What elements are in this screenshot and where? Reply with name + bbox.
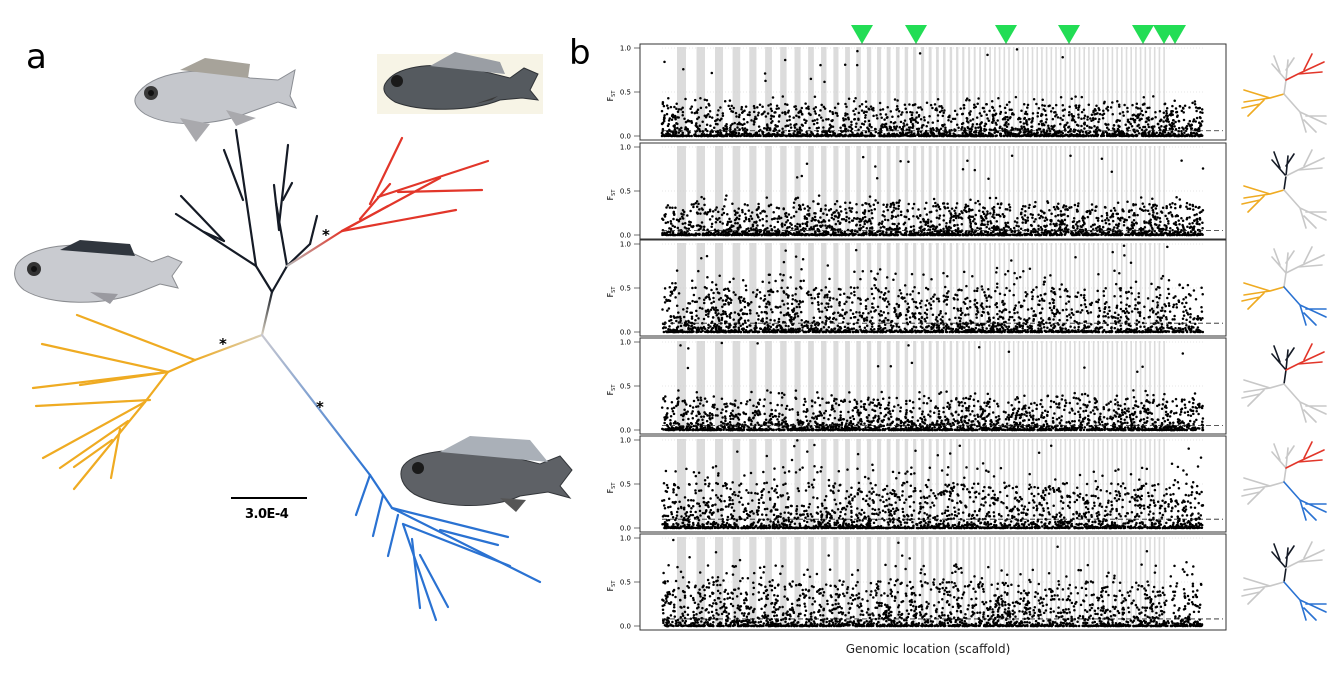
fst-points (660, 48, 1204, 138)
y-tick-label: 0.0 (620, 525, 631, 533)
fst-panels: 1.00.50.0FST1.00.50.0FST1.00.50.0FST1.00… (606, 43, 1227, 631)
tree-stem-red (285, 229, 344, 268)
clade-blue (354, 473, 542, 622)
fst-points (661, 244, 1205, 334)
panel-a-letter: a (26, 37, 47, 77)
y-tick-label: 0.5 (620, 481, 631, 489)
y-tick-label: 0.5 (620, 579, 631, 587)
mini-tree-6 (1241, 541, 1327, 621)
panel-b-letter: b (569, 33, 591, 73)
fish-image-dark-bottom-right (400, 436, 573, 512)
outlier-marker-4 (1058, 25, 1080, 44)
outlier-marker-3 (995, 25, 1017, 44)
fst-points (661, 154, 1205, 237)
x-axis-label: Genomic location (scaffold) (846, 642, 1011, 656)
tree-stem-blue (260, 333, 372, 477)
fst-points (660, 341, 1205, 432)
asterisk-blue-node: * (316, 398, 324, 416)
mini-tree-4 (1241, 343, 1327, 423)
outlier-marker-5 (1132, 25, 1154, 44)
y-axis-label: FST (606, 286, 617, 298)
fst-panel-6: 1.0 0.5 0.0 FST (606, 533, 1227, 631)
y-tick-label: 0.0 (620, 329, 631, 337)
green-marker-row (851, 25, 1186, 44)
tree-stem-orange (193, 333, 264, 362)
y-tick-label: 1.0 (620, 45, 631, 53)
y-tick-label: 0.0 (620, 623, 631, 631)
asterisk-red-node: * (322, 226, 330, 244)
y-tick-label: 1.0 (620, 339, 631, 347)
fst-points (661, 538, 1204, 628)
y-axis-label: FST (606, 580, 617, 592)
y-axis-label: FST (606, 189, 617, 201)
fst-panel-5: 1.0 0.5 0.0 FST (606, 435, 1227, 533)
outlier-marker-1 (851, 25, 873, 44)
outlier-marker-7 (1164, 25, 1186, 44)
mini-tree-3 (1241, 246, 1327, 326)
mini-tree-1 (1241, 53, 1327, 133)
y-tick-label: 0.5 (620, 383, 631, 391)
mini-tree-5 (1241, 441, 1327, 521)
y-axis-label: FST (606, 384, 617, 396)
fst-panel-3: 1.0 0.5 0.0 FST (606, 239, 1227, 337)
y-tick-label: 0.5 (620, 285, 631, 293)
y-tick-label: 0.0 (620, 133, 631, 141)
mini-tree-column (1241, 53, 1327, 621)
clade-black (174, 128, 319, 294)
y-tick-label: 0.0 (620, 232, 631, 240)
phylogenetic-tree (31, 128, 542, 622)
fish-image-silver-top (134, 58, 297, 142)
asterisk-orange-node: * (219, 335, 227, 353)
y-tick-label: 0.0 (620, 427, 631, 435)
clade-orange (31, 313, 197, 491)
fst-panel-4: 1.0 0.5 0.0 FST (606, 337, 1227, 435)
tree-stem-black (260, 290, 274, 337)
outlier-marker-2 (905, 25, 927, 44)
y-tick-label: 1.0 (620, 437, 631, 445)
fst-panel-2: 1.0 0.5 0.0 FST (606, 142, 1227, 240)
y-tick-label: 0.5 (620, 89, 631, 97)
y-axis-label: FST (606, 482, 617, 494)
fst-points (661, 439, 1205, 530)
clade-red (340, 136, 490, 233)
y-tick-label: 1.0 (620, 535, 631, 543)
y-tick-label: 1.0 (620, 241, 631, 249)
y-tick-label: 1.0 (620, 144, 631, 152)
fst-panel-1: 1.0 0.5 0.0 FST (606, 43, 1227, 141)
mini-tree-2 (1241, 149, 1327, 229)
scale-bar-label: 3.0E-4 (245, 507, 289, 522)
fish-image-dark-top-right (377, 52, 543, 114)
fish-image-silver-left (14, 240, 183, 304)
y-tick-label: 0.5 (620, 188, 631, 196)
y-axis-label: FST (606, 90, 617, 102)
